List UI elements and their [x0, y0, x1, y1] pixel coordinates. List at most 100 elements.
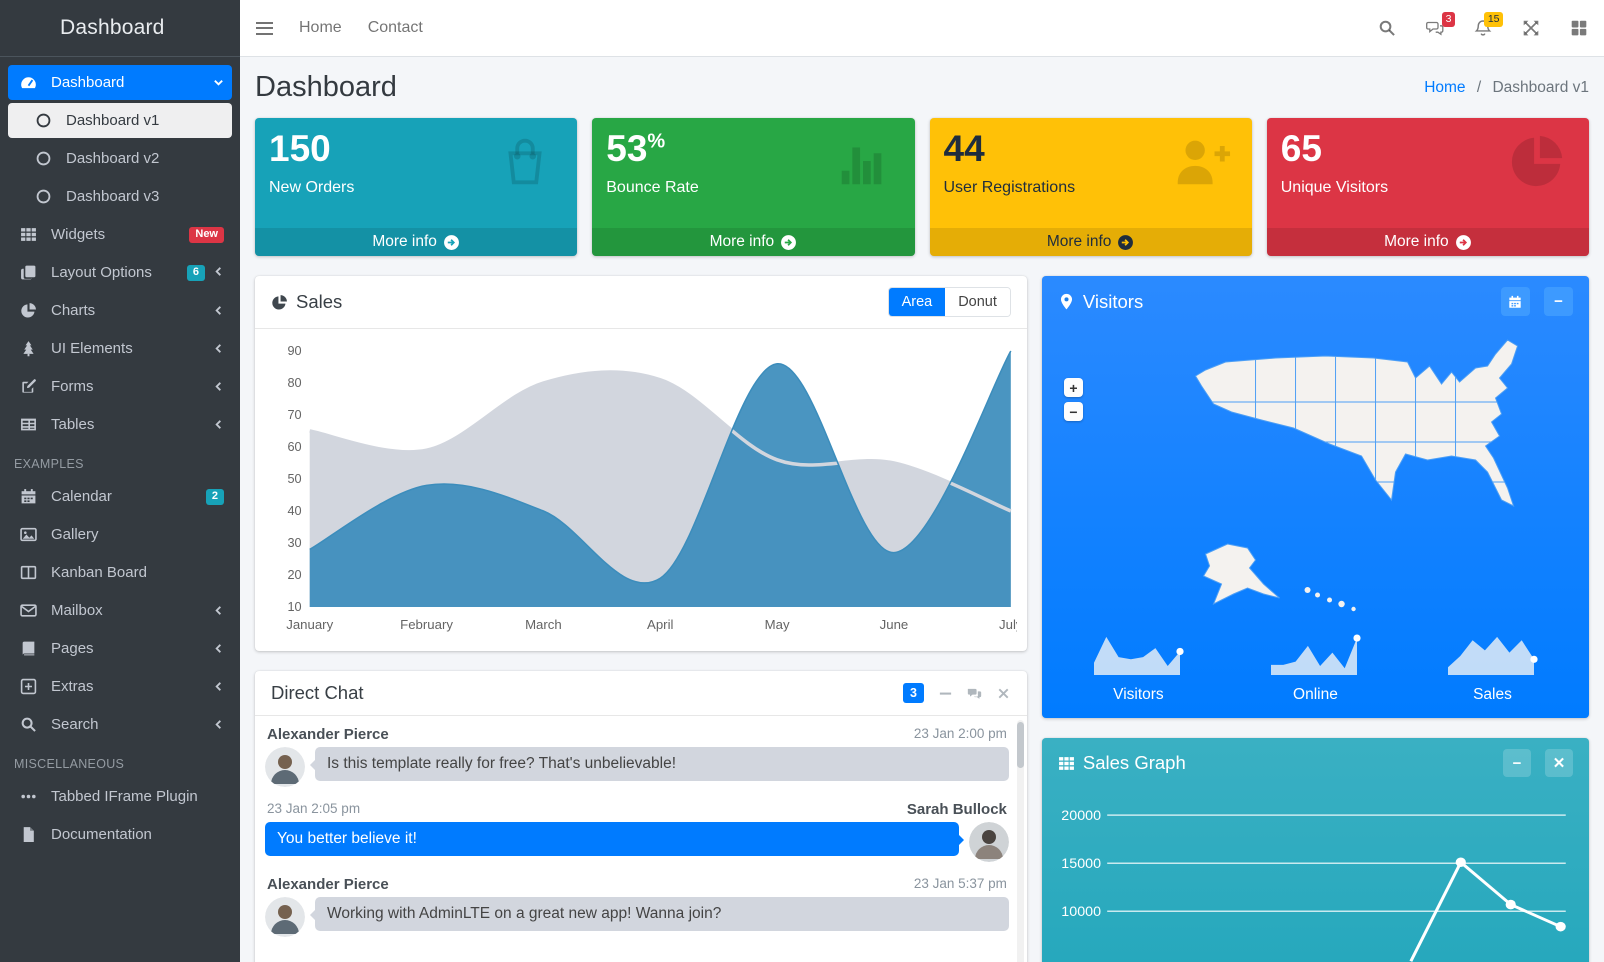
copy-icon	[17, 264, 39, 281]
chat-message-author: Alexander Pierce	[267, 726, 389, 743]
svg-text:20000: 20000	[1061, 807, 1101, 823]
chevron-left-icon	[213, 681, 224, 692]
sidebar-item-dashboard-v2[interactable]: Dashboard v2	[8, 141, 232, 176]
sidebar: Dashboard Dashboard Dashboard v1 Dashboa…	[0, 0, 240, 962]
sidebar-item-calendar[interactable]: Calendar 2	[8, 479, 232, 514]
info-box-value: 150	[269, 128, 331, 169]
chevron-left-icon	[213, 419, 224, 430]
info-box-value: 53%	[606, 128, 666, 169]
shopping-bag-icon	[489, 130, 561, 196]
menu-icon[interactable]	[256, 18, 273, 38]
chevron-left-icon	[213, 264, 224, 281]
chevron-down-icon	[213, 77, 224, 88]
chat-scrollbar[interactable]	[1016, 720, 1024, 962]
ellipsis-icon	[17, 788, 39, 805]
info-box-label: User Registrations	[943, 179, 1076, 196]
chat-message-author: Sarah Bullock	[906, 801, 1007, 818]
info-box-value: 65	[1280, 128, 1322, 169]
calendar-icon	[1509, 295, 1522, 308]
collapse-minus-button[interactable]: −	[1502, 749, 1531, 777]
direct-chat-card: Direct Chat 3 Alexander Pierce 23 Jan 2:0…	[255, 671, 1027, 962]
sales-card: Sales Area Donut 90 80 70 60 50 40 30 20 10 Janua…	[255, 276, 1027, 651]
sidebar-item-mailbox[interactable]: Mailbox	[8, 593, 232, 628]
brand[interactable]: Dashboard	[0, 0, 240, 57]
chart-pie-icon	[17, 302, 39, 319]
sidebar-item-search[interactable]: Search	[8, 707, 232, 742]
sidebar-item-label: Charts	[51, 302, 96, 319]
chat-message-time: 23 Jan 5:37 pm	[913, 876, 1007, 891]
date-range-button[interactable]	[1500, 287, 1530, 316]
sidebar-item-tabbed-iframe-plugin[interactable]: Tabbed IFrame Plugin	[8, 779, 232, 814]
svg-text:50: 50	[287, 472, 301, 486]
nav-link-contact[interactable]: Contact	[367, 19, 423, 36]
collapse-minus-button[interactable]: −	[1543, 287, 1573, 316]
table-icon	[17, 416, 39, 433]
sidebar-item-label: Dashboard v3	[66, 188, 160, 205]
close-button[interactable]: ✕	[1544, 749, 1573, 777]
svg-text:40: 40	[287, 504, 301, 518]
more-info-link[interactable]: More info	[592, 228, 915, 256]
map-zoom-out-button[interactable]: −	[1063, 402, 1083, 421]
sidebar-item-layout-options[interactable]: Layout Options 6	[8, 255, 232, 290]
collapse-minus-icon[interactable]	[938, 686, 953, 701]
info-box-value: 44	[943, 128, 985, 169]
sidebar-item-documentation[interactable]: Documentation	[8, 817, 232, 852]
sidebar-item-charts[interactable]: Charts	[8, 293, 232, 328]
fullscreen-icon[interactable]	[1522, 19, 1540, 37]
notifications-bell-icon[interactable]: 15	[1474, 12, 1503, 37]
svg-text:10: 10	[287, 600, 301, 614]
envelope-icon	[17, 602, 39, 619]
sidebar-item-extras[interactable]: Extras	[8, 669, 232, 704]
map-zoom-in-button[interactable]: +	[1063, 378, 1083, 397]
th-icon	[1058, 756, 1074, 770]
close-icon[interactable]	[996, 686, 1011, 701]
sidebar-item-dashboard[interactable]: Dashboard	[8, 65, 232, 100]
chat-message: Alexander Pierce 23 Jan 2:00 pm Is this t…	[265, 726, 1009, 787]
breadcrumb-separator: /	[1476, 78, 1482, 96]
sidebar-nav: Dashboard Dashboard v1 Dashboard v2 Dash…	[0, 57, 240, 852]
svg-text:15000: 15000	[1061, 855, 1101, 871]
sidebar-item-label: Tables	[51, 416, 95, 433]
search-icon[interactable]	[1378, 19, 1396, 37]
more-info-link[interactable]: More info	[929, 228, 1252, 256]
sidebar-item-tables[interactable]: Tables	[8, 407, 232, 442]
sidebar-item-widgets[interactable]: Widgets New	[8, 217, 232, 252]
area-tab-button[interactable]: Area	[888, 288, 946, 316]
sidebar-item-ui-elements[interactable]: UI Elements	[8, 331, 232, 366]
visitors-sparklines: Visitors Online Sales	[1042, 622, 1589, 718]
chat-contacts-icon[interactable]	[967, 686, 982, 701]
svg-text:March: March	[525, 617, 562, 632]
messages-icon[interactable]: 3	[1426, 12, 1455, 37]
notifications-badge: 15	[1484, 12, 1503, 27]
chevron-left-icon	[213, 643, 224, 654]
sales-graph-title: Sales Graph	[1058, 752, 1186, 774]
sidebar-item-label: Forms	[51, 378, 94, 395]
avatar	[265, 747, 305, 787]
calendar-icon	[17, 488, 39, 505]
nav-link-home[interactable]: Home	[299, 19, 342, 36]
tree-icon	[17, 340, 39, 357]
sidebar-item-pages[interactable]: Pages	[8, 631, 232, 666]
breadcrumb-home-link[interactable]: Home	[1424, 78, 1466, 96]
visitors-map: + −	[1042, 322, 1589, 622]
svg-text:April: April	[647, 617, 673, 632]
th-large-icon[interactable]	[1570, 19, 1588, 37]
arrow-circle-icon	[781, 234, 797, 250]
svg-text:May: May	[765, 617, 790, 632]
more-info-link[interactable]: More info	[1266, 228, 1589, 256]
svg-text:January: January	[286, 617, 333, 632]
direct-chat-title: Direct Chat	[271, 682, 364, 703]
sidebar-item-kanban-board[interactable]: Kanban Board	[8, 555, 232, 590]
sidebar-item-label: Widgets	[51, 226, 106, 243]
svg-text:June: June	[880, 617, 909, 632]
more-info-link[interactable]: More info	[255, 228, 578, 256]
sales-chart-toggle: Area Donut	[887, 287, 1011, 317]
sidebar-item-gallery[interactable]: Gallery	[8, 517, 232, 552]
sidebar-item-dashboard-v3[interactable]: Dashboard v3	[8, 179, 232, 214]
sidebar-item-dashboard-v1[interactable]: Dashboard v1	[8, 103, 232, 138]
breadcrumb-current: Dashboard v1	[1492, 78, 1589, 96]
svg-text:90: 90	[287, 344, 301, 358]
sidebar-item-forms[interactable]: Forms	[8, 369, 232, 404]
sales-area-chart: 90 80 70 60 50 40 30 20 10 January February March Ap…	[265, 339, 1023, 641]
donut-tab-button[interactable]: Donut	[945, 288, 1010, 316]
